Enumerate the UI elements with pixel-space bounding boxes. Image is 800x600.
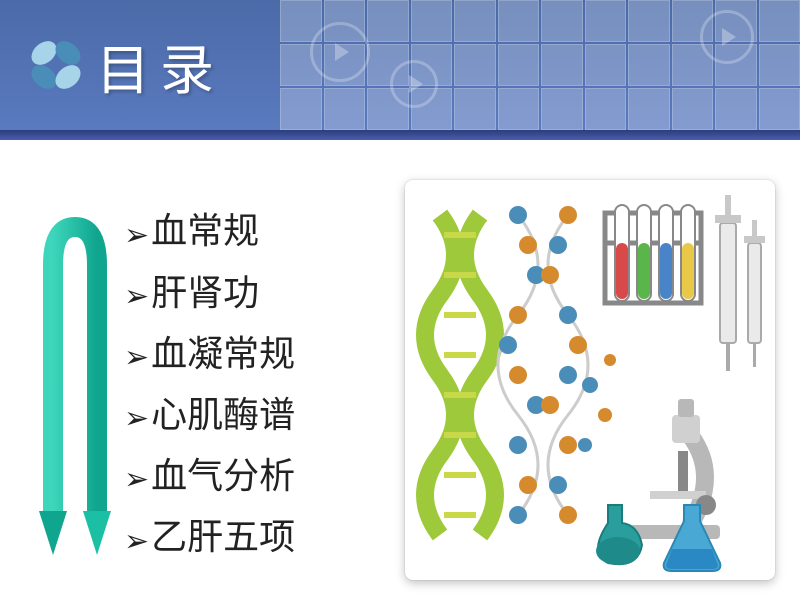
list-item: ➢血凝常规 (124, 324, 380, 385)
toc-list: ➢血常规 ➢肝肾功 ➢血凝常规 ➢心肌酶谱 ➢血气分析 ➢乙肝五项 (120, 191, 380, 568)
slide-header: 目录 (0, 0, 800, 130)
chevron-right-icon: ➢ (124, 393, 149, 444)
list-item: ➢乙肝五项 (124, 507, 380, 568)
list-item-label: 肝肾功 (151, 273, 259, 313)
chevron-right-icon: ➢ (124, 516, 149, 567)
page-title: 目录 (96, 26, 224, 105)
arrow-column (30, 185, 120, 575)
list-item: ➢血气分析 (124, 446, 380, 507)
chevron-right-icon: ➢ (124, 332, 149, 383)
chevron-right-icon: ➢ (124, 271, 149, 322)
list-item: ➢血常规 (124, 201, 380, 262)
clover-icon (24, 33, 88, 97)
list-item: ➢心肌酶谱 (124, 385, 380, 446)
lab-illustration-icon (410, 185, 770, 575)
list-item-label: 血常规 (151, 211, 259, 251)
list-item-label: 血气分析 (151, 456, 295, 496)
play-icon (700, 10, 754, 64)
list-item: ➢肝肾功 (124, 263, 380, 324)
play-icon (390, 60, 438, 108)
illustration-column (380, 160, 800, 600)
slide-content: ➢血常规 ➢肝肾功 ➢血凝常规 ➢心肌酶谱 ➢血气分析 ➢乙肝五项 (0, 140, 800, 600)
list-item-label: 血凝常规 (151, 334, 295, 374)
down-arrow-icon (35, 215, 115, 575)
play-icon (310, 22, 370, 82)
illustration-frame (405, 180, 775, 580)
chevron-right-icon: ➢ (124, 210, 149, 261)
header-divider (0, 130, 800, 140)
list-item-label: 心肌酶谱 (151, 395, 295, 435)
chevron-right-icon: ➢ (124, 454, 149, 505)
list-item-label: 乙肝五项 (151, 517, 295, 557)
